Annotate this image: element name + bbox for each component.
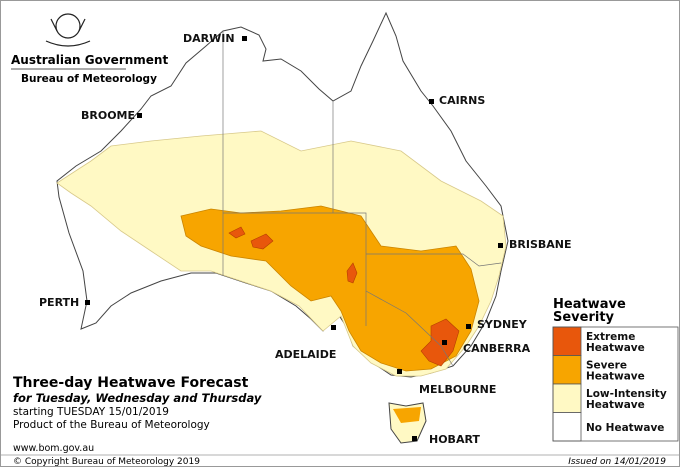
city-label: ADELAIDE bbox=[275, 348, 336, 361]
city-label: CANBERRA bbox=[463, 342, 531, 355]
legend: HeatwaveSeverityExtremeHeatwaveSevereHea… bbox=[552, 297, 679, 442]
legend-frame bbox=[552, 326, 679, 442]
legend-swatch bbox=[552, 355, 582, 385]
city-label: BROOME bbox=[81, 109, 135, 122]
legend-label: Extreme bbox=[586, 331, 635, 343]
legend-title: Severity bbox=[553, 310, 615, 325]
city-label: HOBART bbox=[429, 433, 480, 446]
issued-date: Issued on 14/01/2019 bbox=[568, 457, 666, 466]
caption-title: Three-day Heatwave Forecast bbox=[13, 375, 249, 391]
legend-label: Low-Intensity bbox=[586, 388, 667, 400]
legend-label: Heatwave bbox=[586, 342, 645, 354]
agency-name: Bureau of Meteorology bbox=[21, 73, 157, 85]
legend-swatch bbox=[552, 326, 582, 356]
legend-swatch bbox=[552, 412, 582, 442]
caption-subtitle: for Tuesday, Wednesday and Thursday bbox=[13, 391, 262, 405]
caption-start: starting TUESDAY 15/01/2019 bbox=[13, 406, 169, 418]
crest bbox=[45, 13, 91, 47]
legend-label: Severe bbox=[586, 359, 627, 371]
tasmania-severe bbox=[393, 407, 421, 423]
website: www.bom.gov.au bbox=[13, 443, 94, 454]
caption-product: Product of the Bureau of Meteorology bbox=[13, 419, 210, 431]
city-dots bbox=[85, 36, 503, 441]
legend-swatch bbox=[552, 383, 582, 413]
extreme-areas bbox=[228, 226, 460, 367]
government-name: Australian Government bbox=[11, 53, 168, 67]
legend-label: Heatwave bbox=[586, 370, 645, 382]
city-label: DARWIN bbox=[183, 32, 235, 45]
copyright: © Copyright Bureau of Meteorology 2019 bbox=[13, 457, 200, 466]
city-label: SYDNEY bbox=[477, 318, 528, 331]
legend-label: No Heatwave bbox=[586, 422, 664, 434]
city-label: MELBOURNE bbox=[419, 383, 496, 396]
city-label: PERTH bbox=[39, 296, 79, 309]
legend-title: Heatwave bbox=[553, 297, 626, 312]
legend-label: Heatwave bbox=[586, 399, 645, 411]
state-borders bbox=[222, 31, 502, 367]
city-label: BRISBANE bbox=[509, 238, 572, 251]
city-label: CAIRNS bbox=[439, 94, 485, 107]
